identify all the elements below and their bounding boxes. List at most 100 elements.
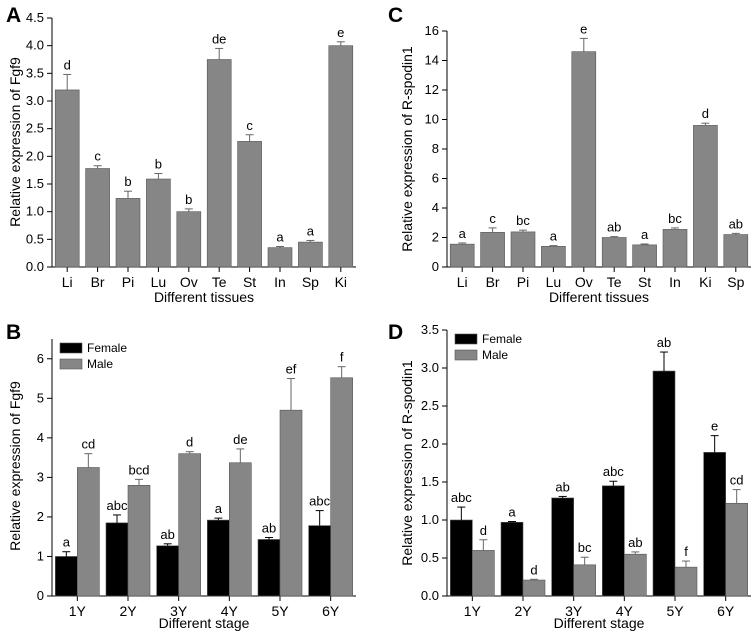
y-tick-label: 16 <box>425 23 439 38</box>
bar <box>106 523 128 596</box>
y-tick-label: 4 <box>37 430 44 445</box>
bar <box>207 520 229 596</box>
legend-label: Male <box>482 348 508 362</box>
bar <box>450 520 472 596</box>
bar <box>329 46 353 267</box>
y-tick-label: 12 <box>425 82 439 97</box>
bar <box>574 565 596 596</box>
x-tick-label: In <box>669 274 681 290</box>
bar <box>633 245 657 267</box>
legend-swatch <box>60 343 82 353</box>
legend-label: Female <box>482 332 522 346</box>
significance-label: a <box>508 505 516 520</box>
panel-letter: B <box>6 321 21 344</box>
legend-label: Female <box>87 341 127 355</box>
significance-label: d <box>530 562 537 577</box>
bar <box>157 546 179 596</box>
x-tick-label: St <box>243 274 256 290</box>
bar <box>552 498 574 596</box>
significance-label: b <box>185 192 192 207</box>
significance-label: ab <box>607 220 621 235</box>
significance-label: ab <box>628 535 642 550</box>
x-tick-label: Ov <box>180 274 198 290</box>
y-tick-label: 0.0 <box>421 588 439 603</box>
significance-label: ab <box>729 216 743 231</box>
bar <box>450 244 474 267</box>
significance-label: e <box>711 419 718 434</box>
significance-label: ab <box>160 527 174 542</box>
y-axis-label: Relative expression of R-spodin1 <box>399 46 415 252</box>
x-tick-label: 6Y <box>717 603 735 619</box>
x-tick-label: 2Y <box>119 603 137 619</box>
y-tick-label: 2.5 <box>421 398 439 413</box>
y-tick-label: 3.0 <box>26 93 44 108</box>
y-tick-label: 6 <box>432 171 439 186</box>
y-tick-label: 1.5 <box>26 176 44 191</box>
x-tick-label: 5Y <box>666 603 684 619</box>
panel-letter: A <box>6 4 21 27</box>
y-tick-label: 0.5 <box>26 231 44 246</box>
significance-label: ab <box>657 335 671 350</box>
y-tick-label: 2 <box>432 230 439 245</box>
x-tick-label: Ki <box>699 274 711 290</box>
y-tick-label: 10 <box>425 112 439 127</box>
panel-letter: D <box>388 321 403 344</box>
y-tick-label: 3.5 <box>26 65 44 80</box>
y-tick-label: 0.0 <box>26 259 44 274</box>
bar <box>472 550 494 596</box>
bar <box>693 125 717 267</box>
y-tick-label: 0 <box>37 588 44 603</box>
bar <box>663 229 687 267</box>
significance-label: ab <box>262 520 276 535</box>
bar <box>331 378 353 596</box>
significance-label: f <box>340 350 344 365</box>
bar <box>602 486 624 596</box>
bar <box>229 463 251 596</box>
bar <box>179 454 201 596</box>
panel-c: C0246810121416Li Br Pi Lu Ov Te St In Ki Spac bcae… <box>388 4 751 305</box>
y-tick-label: 2.5 <box>26 121 44 136</box>
legend-label: Male <box>87 357 113 371</box>
significance-label: b <box>155 156 162 171</box>
y-axis-label: Relative expression of R-spodin1 <box>399 360 415 566</box>
significance-label: de <box>233 432 247 447</box>
y-tick-label: 2.0 <box>26 148 44 163</box>
x-tick-label: Br <box>91 274 105 290</box>
bar <box>116 198 140 267</box>
panel-a: A 0.0 0.5 1.0 1.5 2.0 2.5 3.0 3.5 4.0 4.5 Li Br Pi Lu O… <box>6 4 356 305</box>
x-tick-label: Te <box>212 274 227 290</box>
x-tick-label: Pi <box>517 274 529 290</box>
x-tick-label: 5Y <box>271 603 289 619</box>
bar <box>523 580 545 596</box>
bar <box>280 410 302 596</box>
y-tick-label: 6 <box>37 351 44 366</box>
panel-d: D0.00.51.01.52.02.53.03.51Y 2Y 3Y 4Y 5Y 6Yabc… <box>388 321 751 631</box>
significance-label: bcd <box>129 462 150 477</box>
significance-label: bc <box>578 540 592 555</box>
significance-label: ab <box>555 479 569 494</box>
significance-label: d <box>64 57 71 72</box>
x-tick-label: Pi <box>122 274 134 290</box>
y-tick-label: 8 <box>432 141 439 156</box>
x-tick-label: Sp <box>302 274 319 290</box>
significance-label: abc <box>107 498 128 513</box>
bar <box>128 485 150 596</box>
y-tick-label: 1.0 <box>26 204 44 219</box>
bar <box>675 567 697 596</box>
bar <box>238 141 262 267</box>
bar <box>268 248 292 267</box>
y-axis-label: Relative expression of Fgf9 <box>7 381 23 551</box>
significance-label: d <box>480 523 487 538</box>
bar <box>704 452 726 596</box>
legend-swatch <box>455 334 477 344</box>
significance-label: ef <box>286 362 297 377</box>
significance-label: abc <box>451 490 472 505</box>
bar <box>602 238 626 268</box>
x-axis-label: Different tissues <box>549 289 649 305</box>
bar <box>726 503 748 596</box>
significance-label: a <box>276 230 284 245</box>
x-tick-label: In <box>274 274 286 290</box>
x-tick-label: Ov <box>575 274 593 290</box>
significance-label: b <box>124 174 131 189</box>
y-tick-label: 2.0 <box>421 436 439 451</box>
